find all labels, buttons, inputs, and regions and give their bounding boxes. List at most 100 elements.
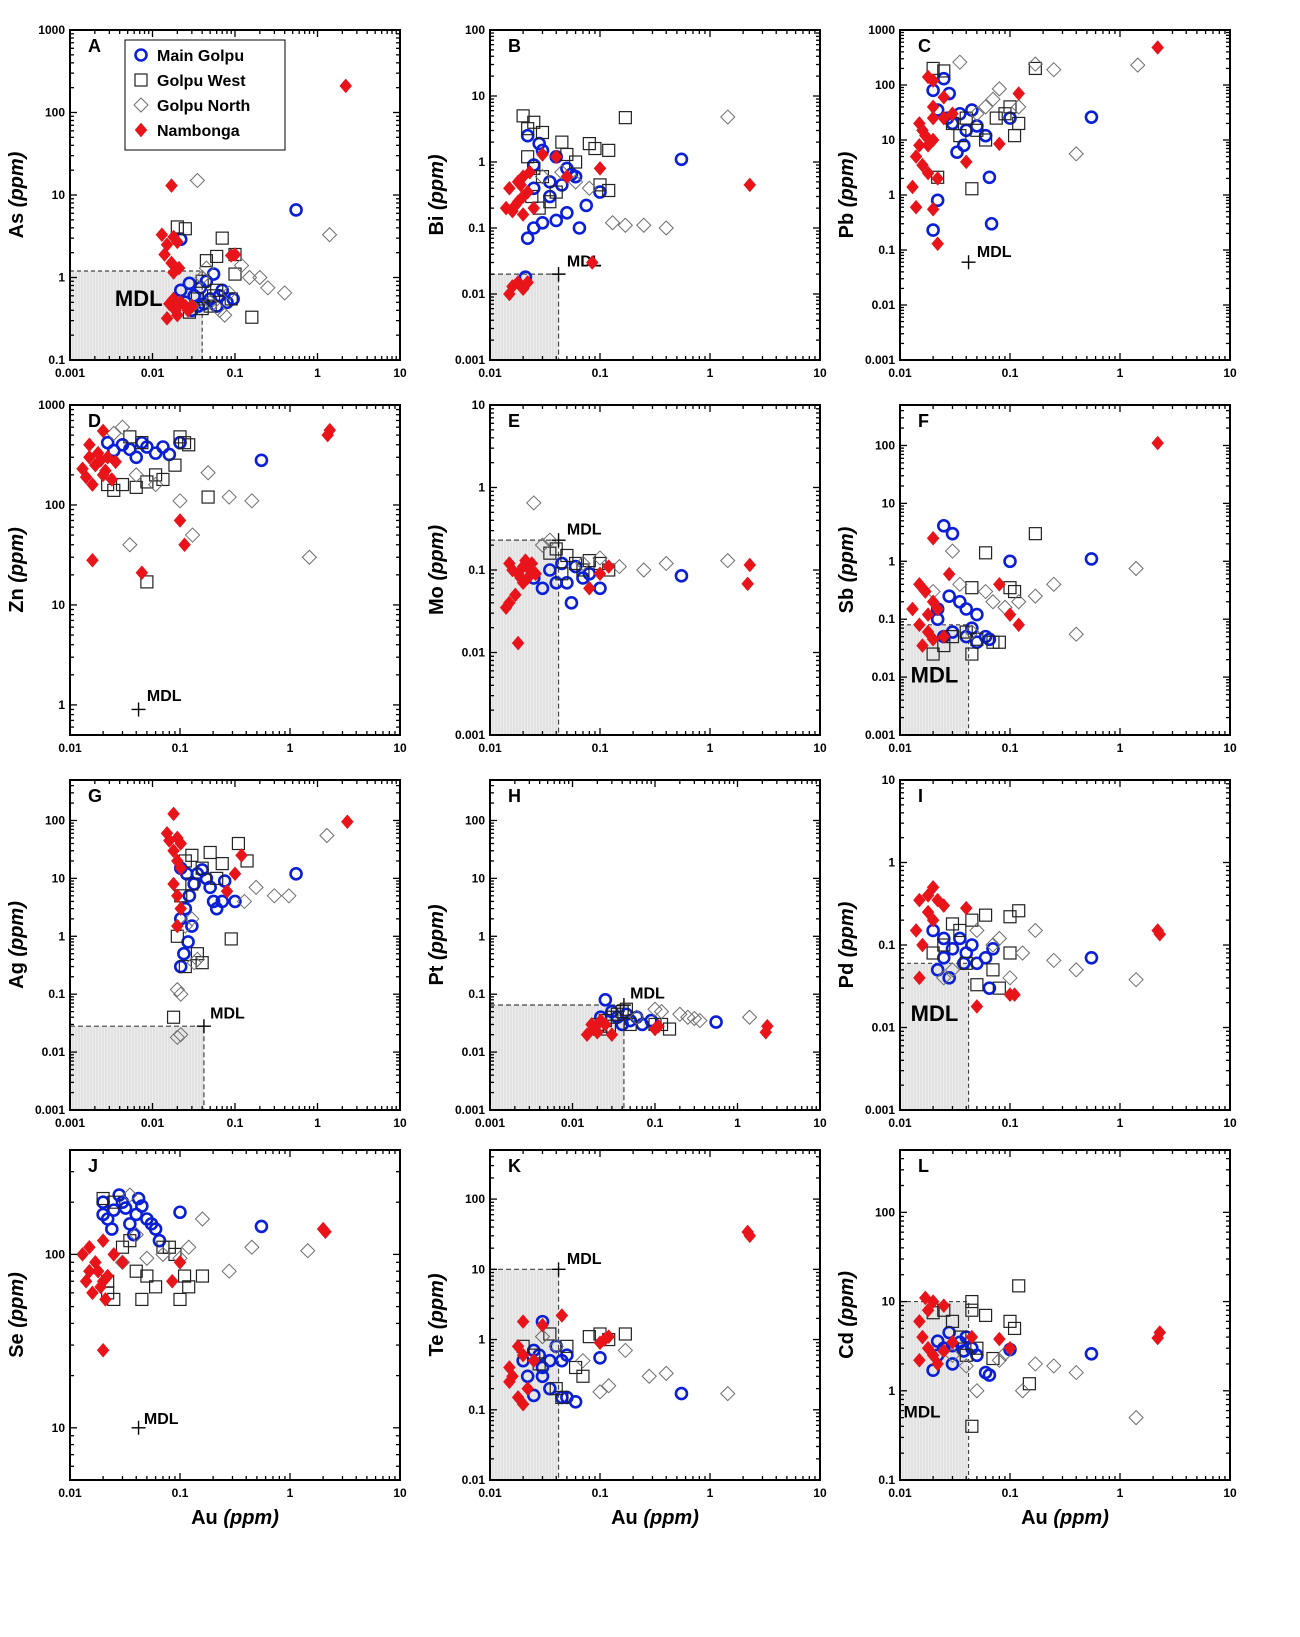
panel-e-points: [499, 495, 757, 651]
panel-d-point-main: [254, 453, 269, 468]
panel-i-y-axis-element: Pd: [836, 957, 858, 988]
panel-c-point-namb: [931, 236, 944, 252]
panel-f-point-north: [985, 594, 1001, 610]
panel-a-point-north: [198, 260, 215, 276]
panel-i-point-namb: [909, 923, 923, 938]
panel-d-point-namb: [83, 437, 96, 453]
panel-e-point-main: [593, 581, 607, 596]
panel-e-point-main: [555, 556, 569, 571]
panel-e-point-namb: [499, 600, 513, 615]
panel-b-point-west: [549, 185, 563, 199]
panel-a-point-north: [252, 269, 268, 286]
panel-a-point-north: [260, 280, 276, 296]
panel-c-point-namb: [921, 165, 935, 181]
panel-c-ytick-label: 100: [875, 78, 895, 92]
panel-l-point-west: [959, 1348, 973, 1362]
panel-g-point-north: [169, 1029, 186, 1046]
panel-i-point-north: [969, 922, 985, 939]
panel-b-ytick-label: 0.001: [455, 353, 485, 367]
panel-c-point-north: [1068, 146, 1084, 162]
panel-b-ytick-label: 10: [472, 89, 486, 103]
panel-l-point-west: [965, 1303, 979, 1317]
panel-f-point-north: [977, 583, 994, 600]
panel-b-point-west: [555, 135, 569, 149]
panel-f-xtick-label: 1: [1117, 741, 1124, 755]
x-axis-unit: (ppm): [223, 1507, 279, 1529]
panel-c-mdl-region: [961, 255, 976, 270]
panel-g-point-main: [181, 935, 195, 949]
panel-l-point-north: [1014, 1383, 1031, 1399]
panel-a-point-north: [221, 285, 237, 301]
panel-c-point-namb: [959, 154, 973, 170]
panel-l-point-namb: [1151, 1330, 1164, 1346]
panel-c-point-north: [1130, 57, 1146, 73]
panel-l-y-axis-unit: (ppm): [836, 1271, 858, 1327]
panel-j-point-namb: [86, 1285, 99, 1301]
panel-j-point-main: [123, 1217, 137, 1231]
panel-i-point-west: [926, 946, 940, 960]
legend: Main Golpu Golpu West Golpu North Nambonga: [124, 39, 286, 151]
panel-c-point-west: [978, 133, 993, 147]
panel-c-point-west: [937, 64, 951, 78]
panel-f-point-namb: [931, 601, 944, 617]
panel-h-xtick-label: 1: [734, 1116, 741, 1130]
panel-k-point-north: [575, 1352, 591, 1369]
panel-d-point-north: [200, 465, 216, 481]
panel-j-point-namb: [96, 1233, 110, 1249]
panel-c-xtick-label: 0.1: [1002, 366, 1019, 380]
panel-i-xtick-label: 1: [1117, 1116, 1124, 1130]
panel-l-point-main: [945, 1357, 960, 1371]
panel-j-point-west: [177, 1269, 192, 1283]
panel-e-point-north: [526, 495, 542, 511]
panel-c-point-north: [985, 91, 1001, 107]
panel-k-letter: K: [508, 1156, 521, 1176]
panel-h-ytick-label: 10: [472, 871, 486, 885]
panel-j-y-axis-unit: (ppm): [6, 1272, 28, 1328]
panel-h-xtick-label: 0.01: [561, 1116, 585, 1130]
panel-g-xtick-label: 0.001: [55, 1116, 85, 1130]
panel-j-point-west: [129, 1264, 143, 1278]
panel-b-point-north: [720, 109, 736, 125]
panel-c-point-namb: [913, 137, 926, 153]
panel-a-point-namb: [181, 302, 195, 318]
panel-j-mdl-label: MDL: [144, 1411, 179, 1428]
panel-e-point-north: [611, 558, 628, 575]
panel-f-ytick-label: 0.001: [865, 728, 895, 742]
panel-i-ytick-label: 0.1: [878, 938, 895, 952]
panel-f-point-namb: [906, 601, 919, 617]
panel-k-point-west: [549, 1382, 563, 1396]
panel-e-point-main: [535, 581, 550, 596]
panel-j-point-west: [182, 1280, 196, 1294]
panel-g-xtick-label: 0.1: [227, 1116, 244, 1130]
panel-e-point-west: [555, 567, 569, 581]
panel-j-point-namb: [165, 1273, 179, 1289]
panel-k-point-namb: [536, 1317, 549, 1333]
panel-i-point-west: [978, 908, 993, 922]
panel-l-points: [913, 1279, 1167, 1433]
panel-h-point-north: [741, 1009, 758, 1025]
panel-h-mdl-region: [490, 998, 631, 1110]
panel-i-point-namb: [959, 900, 973, 916]
panel-j-letter: J: [88, 1156, 98, 1176]
panel-b-point-west: [568, 155, 583, 169]
panel-g-ytick-label: 0.001: [35, 1103, 65, 1117]
panel-j-point-main: [140, 1212, 154, 1226]
panel-e-point-namb: [514, 570, 527, 586]
panel-b-letter: B: [508, 36, 521, 56]
panel-h-mdl-label: MDL: [630, 985, 665, 1002]
panel-a-xtick-label: 10: [393, 366, 407, 380]
panel-b-point-west: [618, 111, 632, 125]
panel-b-point-north: [604, 215, 621, 231]
panel-f-letter: F: [918, 411, 929, 431]
panel-f-point-west: [1003, 581, 1017, 595]
panel-l-point-west: [1007, 1321, 1022, 1336]
panel-a-y-axis-unit: (ppm): [6, 151, 28, 207]
panel-g-point-main: [215, 894, 230, 909]
panel-l-point-main: [930, 1334, 945, 1348]
panel-g-point-west: [203, 845, 217, 860]
panel-g-xtick-label: 0.01: [141, 1116, 165, 1130]
panel-e-ytick-label: 1: [478, 481, 485, 495]
panel-k-point-north: [548, 1338, 564, 1355]
panel-d-mdl-cross: [131, 702, 146, 717]
panel-j-point-namb: [99, 1292, 112, 1307]
